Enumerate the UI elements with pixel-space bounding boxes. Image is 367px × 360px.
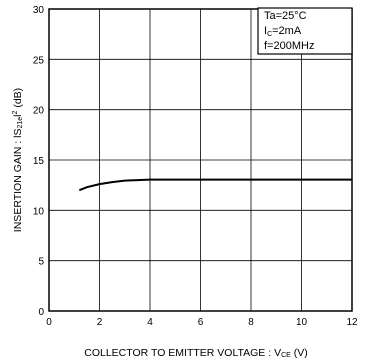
x-tick-label: 6 [198, 317, 204, 328]
x-tick-label: 8 [248, 317, 254, 328]
plot-frame [48, 8, 353, 312]
x-tick-label: 4 [147, 317, 153, 328]
x-tick-label: 10 [296, 317, 308, 328]
y-tick-label: 15 [33, 156, 45, 167]
condition-frequency: f=200MHz [264, 40, 314, 52]
y-tick-label: 20 [33, 106, 45, 117]
x-axis-title: COLLECTOR TO EMITTER VOLTAGE : VCE (V) [84, 347, 307, 359]
y-tick-label: 30 [33, 5, 45, 16]
series-line [78, 178, 352, 192]
y-tick-label: 0 [38, 307, 44, 318]
y-tick-label: 10 [33, 206, 45, 217]
y-tick-labels: 0 5 10 15 20 25 30 [33, 5, 45, 318]
conditions-box: Ta=25°C IC=2mA f=200MHz [257, 7, 353, 55]
x-tick-labels: 0 2 4 6 8 10 12 [46, 317, 358, 328]
x-tick-label: 12 [346, 317, 358, 328]
x-tick-label: 0 [46, 317, 52, 328]
condition-current: IC=2mA [264, 25, 302, 38]
y-tick-label: 5 [38, 257, 44, 268]
y-axis-title: INSERTION GAIN : lS21el2 (dB) [12, 88, 24, 232]
x-tick-label: 2 [97, 317, 103, 328]
grid [49, 9, 352, 311]
conditions-frame [257, 7, 353, 55]
condition-temperature: Ta=25°C [264, 10, 307, 22]
y-tick-label: 25 [33, 55, 45, 66]
